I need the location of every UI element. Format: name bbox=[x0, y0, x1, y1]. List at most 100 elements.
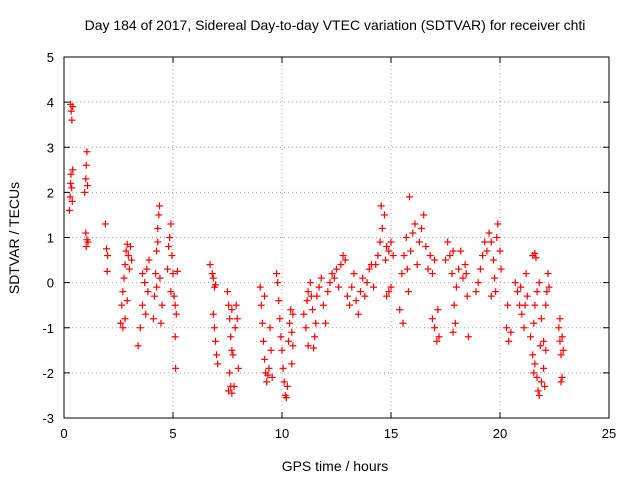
data-point bbox=[449, 247, 457, 255]
data-point bbox=[503, 324, 511, 332]
data-point bbox=[404, 288, 412, 296]
plot-frame bbox=[63, 56, 610, 419]
data-point bbox=[257, 301, 265, 309]
data-point bbox=[212, 337, 220, 345]
data-point bbox=[230, 382, 238, 390]
data-point bbox=[479, 252, 487, 260]
data-point bbox=[173, 267, 181, 275]
data-point bbox=[442, 256, 449, 264]
data-point bbox=[464, 333, 472, 341]
data-point bbox=[136, 324, 144, 332]
data-point bbox=[396, 306, 404, 314]
data-point bbox=[226, 369, 234, 377]
data-point bbox=[556, 337, 564, 345]
data-point bbox=[119, 324, 127, 332]
data-point bbox=[517, 283, 525, 291]
data-point bbox=[141, 279, 149, 287]
x-tick-label: 20 bbox=[493, 426, 507, 441]
data-point bbox=[555, 324, 563, 332]
data-point bbox=[168, 252, 176, 260]
data-point bbox=[537, 315, 545, 323]
data-point bbox=[277, 333, 285, 341]
data-point bbox=[268, 373, 276, 381]
data-point bbox=[520, 324, 528, 332]
data-point bbox=[505, 337, 513, 345]
data-point bbox=[533, 373, 541, 381]
data-point bbox=[68, 116, 76, 124]
data-point bbox=[312, 319, 320, 327]
data-point bbox=[266, 324, 274, 332]
data-point bbox=[69, 103, 77, 111]
data-point bbox=[365, 265, 373, 273]
data-point bbox=[535, 391, 543, 399]
data-point bbox=[418, 224, 426, 232]
data-point bbox=[426, 252, 434, 260]
data-point bbox=[531, 249, 539, 257]
data-point bbox=[171, 333, 179, 341]
data-point bbox=[156, 274, 164, 282]
data-points bbox=[65, 100, 567, 402]
data-point bbox=[153, 283, 161, 291]
y-tick-label: 1 bbox=[47, 231, 54, 246]
data-point bbox=[282, 394, 290, 402]
data-point bbox=[335, 283, 343, 291]
y-tick-label: -3 bbox=[42, 411, 54, 426]
data-point bbox=[144, 288, 152, 296]
data-point bbox=[154, 238, 162, 246]
y-axis-label: SDTVAR / TECUs bbox=[6, 182, 22, 294]
data-point bbox=[435, 333, 443, 341]
data-point bbox=[212, 281, 220, 289]
data-point bbox=[169, 270, 177, 278]
data-point bbox=[274, 279, 282, 287]
data-point bbox=[455, 265, 463, 273]
data-point bbox=[153, 247, 161, 255]
data-point bbox=[157, 319, 165, 327]
data-point bbox=[264, 371, 272, 379]
data-point bbox=[542, 301, 550, 309]
data-point bbox=[288, 328, 296, 336]
data-point bbox=[69, 166, 77, 174]
data-point bbox=[537, 378, 545, 386]
data-point bbox=[489, 256, 497, 264]
data-point bbox=[385, 247, 393, 255]
data-point bbox=[283, 382, 291, 390]
data-point bbox=[317, 274, 325, 282]
data-point bbox=[228, 346, 236, 354]
data-point bbox=[380, 211, 388, 219]
data-point bbox=[155, 211, 163, 219]
data-point bbox=[234, 364, 242, 372]
data-point bbox=[68, 184, 76, 192]
data-point bbox=[558, 333, 566, 341]
data-point bbox=[287, 306, 295, 314]
data-point bbox=[522, 270, 530, 278]
data-point bbox=[492, 288, 500, 296]
data-point bbox=[84, 182, 92, 190]
data-point bbox=[444, 238, 452, 246]
data-point bbox=[354, 310, 362, 318]
data-point bbox=[124, 252, 132, 260]
data-point bbox=[339, 252, 347, 260]
data-point bbox=[310, 344, 318, 352]
data-point bbox=[383, 292, 391, 300]
data-point bbox=[261, 355, 269, 363]
data-point bbox=[66, 193, 74, 201]
data-point bbox=[387, 283, 395, 291]
data-point bbox=[399, 319, 407, 327]
data-point bbox=[376, 238, 384, 246]
data-point bbox=[352, 297, 360, 305]
data-point bbox=[507, 328, 515, 336]
data-point bbox=[361, 292, 369, 300]
data-point bbox=[343, 292, 351, 300]
data-point bbox=[487, 238, 495, 246]
data-point bbox=[227, 333, 235, 341]
data-point bbox=[154, 224, 162, 232]
data-point bbox=[363, 279, 371, 287]
data-point bbox=[259, 337, 267, 345]
data-point bbox=[382, 256, 390, 264]
y-tick-labels: -3 -2 -1 0 1 2 3 4 5 bbox=[42, 50, 54, 426]
data-point bbox=[209, 310, 217, 318]
data-point bbox=[304, 342, 312, 350]
data-point bbox=[307, 292, 315, 300]
data-point bbox=[400, 252, 408, 260]
data-point bbox=[532, 254, 540, 262]
